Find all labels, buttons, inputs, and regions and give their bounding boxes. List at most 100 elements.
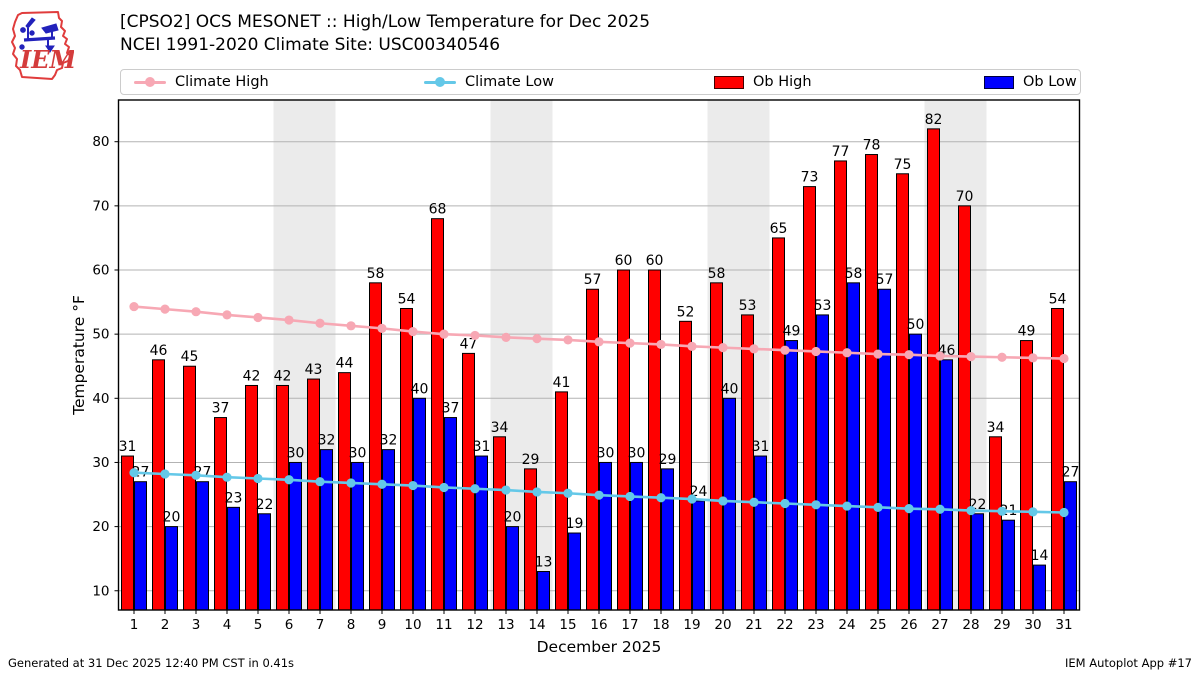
x-tick-label: 23 bbox=[807, 617, 824, 633]
climate-high-marker bbox=[1028, 353, 1038, 363]
chart-title: [CPSO2] OCS MESONET :: High/Low Temperat… bbox=[120, 11, 650, 57]
climate-high-marker bbox=[1059, 353, 1069, 364]
ob-low-bar bbox=[568, 532, 581, 611]
climate-high-marker bbox=[811, 346, 821, 357]
legend: Climate High Climate Low Ob High Ob Low bbox=[120, 69, 1081, 95]
iem-logo-text: IEM bbox=[19, 45, 74, 74]
ob-low-bar bbox=[134, 481, 147, 611]
ob-high-value-label: 77 bbox=[832, 144, 850, 160]
climate-low-marker bbox=[284, 475, 294, 485]
ob-low-value-label: 27 bbox=[1062, 465, 1080, 481]
y-axis-title: Temperature °F bbox=[70, 295, 88, 416]
ob-high-bar bbox=[865, 154, 878, 611]
ob-low-value-label: 30 bbox=[628, 445, 646, 461]
ob-low-bar bbox=[289, 461, 302, 611]
ob-low-bar bbox=[599, 461, 612, 611]
climate-high-marker bbox=[222, 310, 232, 320]
ob-high-value-label: 75 bbox=[894, 157, 912, 173]
ob-high-value-label: 42 bbox=[243, 368, 261, 384]
ob-high-value-label: 73 bbox=[801, 170, 819, 186]
climate-high-marker bbox=[873, 349, 883, 359]
ob-high-value-label: 78 bbox=[863, 138, 881, 154]
climate-high-marker bbox=[377, 323, 387, 333]
ob-high-value-label: 53 bbox=[739, 298, 757, 314]
x-tick-label: 19 bbox=[683, 617, 700, 633]
ob-high-value-label: 43 bbox=[305, 362, 323, 378]
ob-low-value-label: 50 bbox=[907, 317, 925, 333]
ob-high-bar bbox=[803, 186, 816, 611]
ob-low-bar bbox=[940, 359, 953, 611]
ob-high-value-label: 42 bbox=[274, 368, 292, 384]
ob-low-bar bbox=[537, 571, 550, 611]
climate-high-marker bbox=[563, 335, 573, 345]
ob-high-bar bbox=[834, 160, 847, 611]
ob-low-bar bbox=[165, 526, 178, 611]
ob-low-bar bbox=[506, 526, 519, 611]
climate-low-marker bbox=[625, 491, 635, 502]
ob-low-value-label: 31 bbox=[752, 439, 770, 455]
climate-high-marker bbox=[191, 307, 201, 317]
climate-low-marker bbox=[439, 482, 449, 493]
climate-high-marker bbox=[687, 341, 697, 351]
ob-high-value-label: 47 bbox=[460, 336, 478, 352]
climate-high-marker bbox=[532, 334, 542, 344]
climate-high-marker bbox=[780, 345, 790, 355]
climate-high-marker bbox=[284, 315, 294, 325]
ob-high-bar bbox=[989, 436, 1002, 611]
ob-high-bar bbox=[462, 352, 475, 611]
ob-low-value-label: 31 bbox=[473, 439, 491, 455]
climate-low-line-icon bbox=[424, 77, 456, 87]
ob-low-bar bbox=[878, 288, 891, 611]
ob-low-value-label: 19 bbox=[566, 516, 584, 532]
ob-high-bar bbox=[617, 269, 630, 611]
climate-low-marker bbox=[718, 496, 728, 506]
climate-low-marker bbox=[687, 494, 697, 504]
ob-low-value-label: 30 bbox=[349, 445, 367, 461]
ob-high-value-label: 44 bbox=[336, 356, 354, 372]
ob-high-bar bbox=[555, 391, 568, 611]
ob-high-swatch-icon bbox=[714, 75, 744, 89]
x-tick-label: 2 bbox=[161, 617, 170, 633]
x-tick-label: 3 bbox=[192, 617, 201, 633]
x-tick-label: 20 bbox=[714, 617, 731, 633]
x-tick-label: 7 bbox=[316, 617, 325, 633]
y-tick-label: 80 bbox=[92, 134, 109, 150]
y-tick-label: 60 bbox=[92, 263, 109, 279]
climate-low-marker bbox=[811, 500, 821, 510]
climate-low-marker bbox=[377, 479, 387, 489]
climate-low-marker bbox=[904, 504, 914, 514]
ob-high-value-label: 31 bbox=[119, 439, 137, 455]
ob-low-value-label: 23 bbox=[225, 490, 243, 506]
ob-low-bar bbox=[444, 417, 457, 611]
x-tick-label: 17 bbox=[621, 617, 638, 633]
x-tick-label: 12 bbox=[466, 617, 483, 633]
legend-label: Ob High bbox=[753, 74, 812, 90]
ob-high-value-label: 70 bbox=[956, 189, 974, 205]
title-line-1: [CPSO2] OCS MESONET :: High/Low Temperat… bbox=[120, 12, 651, 32]
ob-high-value-label: 49 bbox=[1018, 324, 1036, 340]
x-tick-label: 18 bbox=[652, 617, 669, 633]
climate-low-marker bbox=[873, 502, 883, 512]
ob-low-value-label: 37 bbox=[442, 401, 460, 417]
ob-low-value-label: 14 bbox=[1031, 548, 1049, 564]
legend-label: Ob Low bbox=[1023, 74, 1077, 90]
ob-high-value-label: 52 bbox=[677, 304, 695, 320]
ob-low-bar bbox=[1064, 481, 1077, 611]
x-tick-label: 9 bbox=[378, 617, 387, 633]
climate-low-marker bbox=[346, 478, 356, 488]
ob-low-bar bbox=[1033, 564, 1046, 611]
app-credit: IEM Autoplot App #17 bbox=[1064, 656, 1192, 670]
x-tick-label: 26 bbox=[900, 617, 917, 633]
ob-low-bar bbox=[661, 468, 674, 611]
ob-low-bar bbox=[475, 455, 488, 611]
ob-low-bar bbox=[1002, 519, 1015, 611]
ob-low-value-label: 40 bbox=[721, 381, 739, 397]
legend-item-ob-high: Ob High bbox=[714, 70, 812, 94]
ob-high-bar bbox=[307, 378, 320, 611]
ob-high-value-label: 58 bbox=[708, 266, 726, 282]
climate-low-marker bbox=[749, 497, 759, 507]
ob-high-value-label: 58 bbox=[367, 266, 385, 282]
climate-low-marker bbox=[842, 501, 852, 511]
y-tick-label: 50 bbox=[92, 327, 109, 343]
